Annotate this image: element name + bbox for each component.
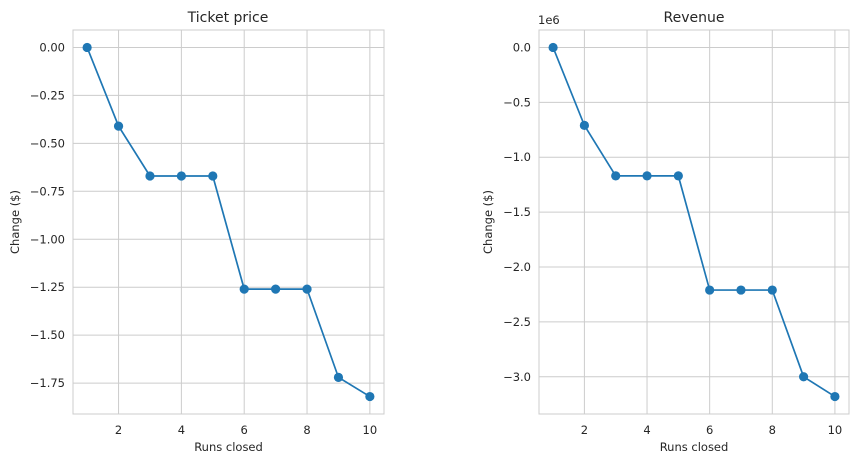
- data-point: [611, 171, 621, 181]
- data-point: [302, 284, 312, 294]
- x-tick-label: 2: [581, 423, 588, 437]
- data-point: [673, 171, 683, 181]
- data-point: [333, 372, 344, 382]
- x-tick-label: 2: [115, 423, 122, 437]
- y-tick-label: −1.75: [30, 376, 65, 390]
- y-tick-label: −0.5: [503, 95, 531, 109]
- x-tick-label: 4: [643, 423, 650, 437]
- y-tick-label: −0.50: [30, 136, 65, 150]
- data-point: [642, 171, 652, 181]
- x-tick-label: 8: [769, 423, 776, 437]
- axes-frame: [538, 29, 850, 415]
- y-tick-label: 0.0: [513, 40, 531, 54]
- y-tick-label: −1.25: [30, 280, 65, 294]
- chart-title: Ticket price: [187, 10, 269, 26]
- data-point: [798, 372, 809, 382]
- y-tick-label: −1.5: [503, 205, 531, 219]
- y-axis-label: Change ($): [481, 190, 495, 254]
- data-point: [82, 42, 92, 53]
- x-tick-label: 4: [178, 423, 185, 437]
- x-tick-label: 10: [363, 423, 378, 437]
- data-point: [271, 284, 281, 294]
- chart-panel-1: 2 4 6 8 10 0.00 −0.25 −0.50 −0.75 −1.00 −1.25 −1.50…: [8, 10, 385, 454]
- data-point: [365, 391, 375, 402]
- data-point: [208, 171, 218, 181]
- x-axis-label: Runs closed: [194, 440, 263, 454]
- data-point: [579, 120, 590, 130]
- y-offset-label: 1e6: [538, 13, 560, 27]
- y-tick-label: −3.0: [503, 370, 531, 384]
- y-tick-label: 0.00: [39, 40, 65, 54]
- data-point: [239, 284, 249, 294]
- data-point: [145, 171, 155, 181]
- data-point: [113, 121, 124, 131]
- data-point: [767, 285, 777, 295]
- axes-frame: [72, 29, 385, 415]
- x-tick-label: 6: [706, 423, 713, 437]
- data-point: [705, 285, 715, 295]
- y-tick-label: −0.75: [30, 184, 65, 198]
- y-axis-label: Change ($): [8, 190, 22, 254]
- x-tick-label: 8: [303, 423, 310, 437]
- y-tick-label: −0.25: [30, 88, 65, 102]
- data-point: [176, 171, 186, 181]
- y-tick-label: −1.00: [30, 232, 65, 246]
- x-axis-label: Runs closed: [660, 440, 729, 454]
- x-tick-label: 6: [241, 423, 248, 437]
- y-tick-label: −1.0: [503, 150, 531, 164]
- chart-panel-2: 2 4 6 8 10 0.0 −0.5 −1.0 −1.5 −2.0 −2.5 −3.0 1e6 Reve…: [481, 10, 850, 454]
- data-point: [548, 42, 558, 53]
- y-tick-label: −1.50: [30, 328, 65, 342]
- x-tick-label: 10: [828, 423, 843, 437]
- data-point: [736, 285, 746, 295]
- series-line: [86, 47, 371, 398]
- y-tick-label: −2.0: [503, 260, 531, 274]
- y-tick-label: −2.5: [503, 315, 531, 329]
- chart-title: Revenue: [664, 10, 725, 26]
- series-line: [552, 47, 836, 398]
- data-point: [830, 391, 840, 402]
